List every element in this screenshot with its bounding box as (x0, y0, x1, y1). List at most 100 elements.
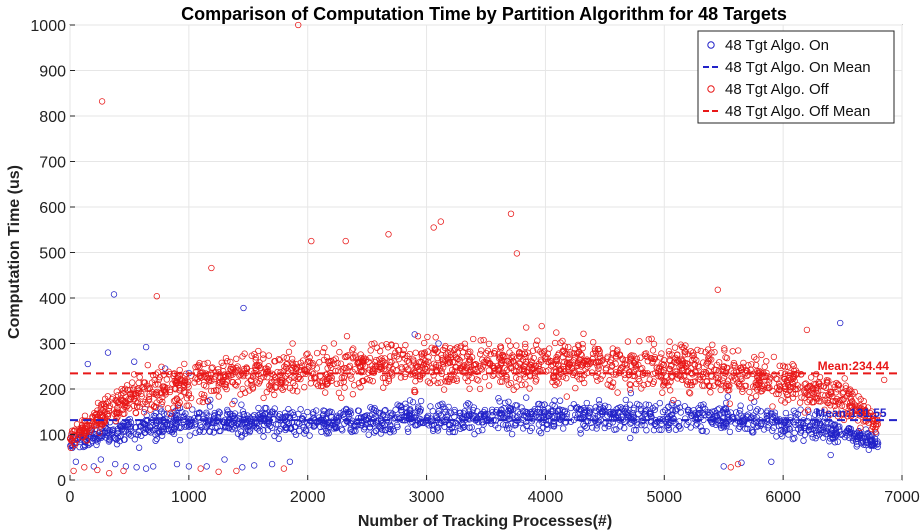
series-on-point (304, 408, 311, 416)
series-off-point (324, 374, 331, 381)
series-off-point (424, 348, 431, 355)
series-on-point (430, 425, 437, 432)
series-on-point (142, 425, 150, 432)
series-on-point (805, 414, 813, 421)
series-on-point (523, 394, 530, 401)
series-on-point (163, 422, 170, 429)
series-off-point (400, 346, 407, 354)
series-off-point (761, 381, 768, 388)
series-off-point (804, 391, 811, 398)
series-off-point (170, 404, 177, 411)
series-on-point (284, 425, 291, 432)
series-off-point (349, 355, 356, 362)
series-on-point (106, 435, 113, 443)
series-off-point (233, 382, 240, 389)
series-on-point (231, 425, 239, 432)
series-on-point (189, 406, 196, 413)
series-off-point (381, 365, 388, 373)
series-off-point (68, 437, 75, 444)
series-off-point (778, 397, 785, 404)
series-off-point (581, 379, 588, 387)
series-off-point (203, 383, 210, 390)
series-on-point (350, 427, 357, 434)
series-on-point (668, 400, 676, 407)
series-on-point (235, 421, 243, 428)
series-on-point (303, 427, 310, 434)
series-off-point (849, 391, 856, 398)
series-off-point (181, 360, 188, 368)
series-off-point (784, 377, 792, 384)
series-on-point (343, 418, 351, 425)
series-off-point (304, 350, 311, 357)
series-off-point (192, 369, 200, 376)
series-on-point (300, 412, 307, 420)
series-on-point (857, 434, 864, 441)
series-on-point (541, 401, 548, 408)
series-off-point (631, 368, 638, 376)
series-off-point (467, 348, 474, 355)
series-off-point (684, 378, 691, 386)
series-on-point (126, 415, 133, 423)
series-off-point (350, 345, 357, 352)
series-on-point (186, 432, 193, 439)
series-off-point (648, 335, 655, 342)
series-off-point (609, 383, 616, 391)
series-on-point (389, 410, 396, 418)
series-on-point (348, 428, 355, 436)
series-off-point (381, 355, 388, 362)
series-off-point (507, 359, 515, 366)
series-off-point (281, 363, 288, 370)
series-on-point (801, 424, 808, 431)
series-on-point (313, 407, 320, 414)
series-off-point (857, 402, 864, 409)
series-on-point (496, 398, 503, 405)
series-on-point (131, 436, 138, 443)
series-on-point (124, 422, 131, 429)
series-on-point (127, 425, 134, 432)
series-off-point (522, 343, 529, 351)
series-off-point (657, 354, 664, 361)
series-off-point (244, 380, 251, 387)
series-off-point (426, 379, 434, 387)
series-on-point (377, 430, 385, 437)
series-off-point (602, 365, 610, 372)
series-on-point (791, 429, 798, 437)
series-off-point (350, 382, 358, 389)
series-off-point (526, 364, 533, 371)
series-off-point (507, 210, 515, 217)
series-off-point (217, 374, 224, 381)
series-off-point (407, 371, 414, 378)
series-off-point (260, 394, 267, 402)
series-off-point (470, 335, 477, 343)
series-on-point (827, 431, 834, 438)
series-off-point (575, 348, 583, 355)
series-on-point (687, 409, 694, 417)
series-off-point (130, 371, 138, 378)
series-on-point (841, 433, 849, 441)
x-tick-label: 2000 (290, 489, 326, 506)
series-on-point (366, 424, 373, 431)
series-off-point (297, 375, 304, 383)
series-on-point (295, 410, 302, 418)
series-on-point (170, 427, 177, 434)
series-on-point (256, 427, 263, 434)
series-on-point (175, 424, 183, 431)
series-off-point (803, 385, 810, 392)
series-off-point (841, 403, 848, 410)
series-off-point (789, 361, 796, 368)
series-off-point (313, 380, 320, 387)
series-on-point (665, 421, 672, 429)
series-off-point (337, 360, 345, 367)
y-tick-label: 200 (39, 382, 66, 399)
series-off-point (292, 365, 299, 372)
series-off-point (627, 362, 634, 369)
series-off-point (106, 470, 113, 477)
series-on-point (757, 408, 764, 415)
series-off-point (551, 339, 559, 347)
series-off-point (821, 406, 828, 413)
series-off-point (94, 399, 102, 407)
series-off-point (173, 395, 180, 402)
series-off-point (342, 237, 349, 245)
series-off-point (163, 384, 171, 392)
series-off-point (339, 366, 346, 373)
